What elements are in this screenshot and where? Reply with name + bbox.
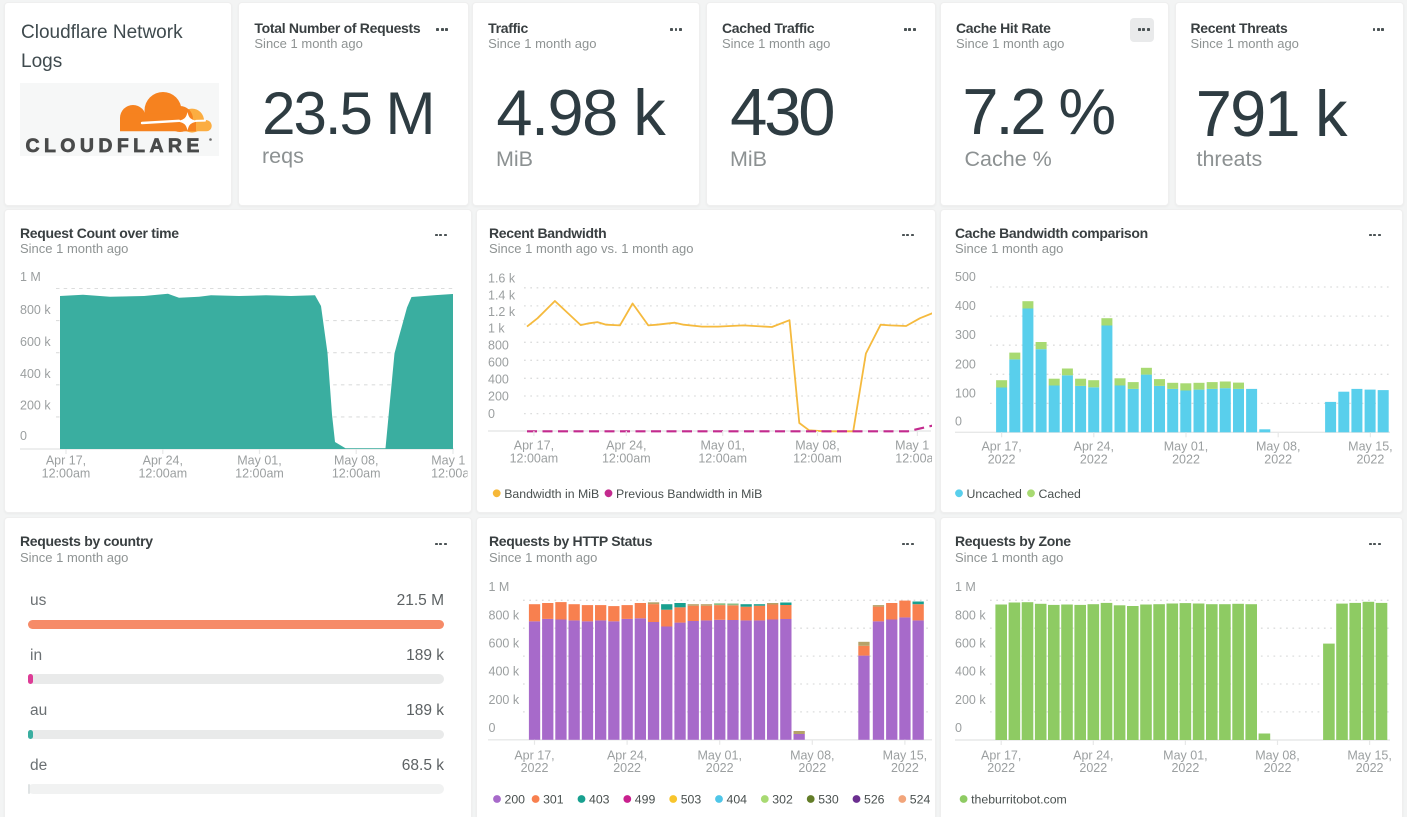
svg-text:526: 526	[864, 793, 885, 807]
svg-text:200 k: 200 k	[489, 693, 520, 707]
svg-text:Apr 24,: Apr 24,	[606, 439, 646, 453]
svg-text:May 01,: May 01,	[700, 439, 744, 453]
svg-text:12:00am: 12:00am	[138, 466, 187, 480]
svg-text:200 k: 200 k	[20, 399, 51, 413]
svg-text:Previous Bandwidth in MiB: Previous Bandwidth in MiB	[616, 487, 762, 501]
svg-text:2022: 2022	[1264, 761, 1292, 775]
svg-text:2022: 2022	[1080, 452, 1108, 466]
svg-text:600: 600	[488, 355, 509, 369]
svg-text:May 08,: May 08,	[790, 748, 834, 762]
svg-text:400 k: 400 k	[20, 367, 51, 381]
svg-text:2022: 2022	[521, 761, 549, 775]
svg-text:12:00a: 12:00a	[895, 451, 933, 465]
svg-text:Apr 24,: Apr 24,	[143, 454, 183, 468]
svg-text:12:00am: 12:00am	[42, 466, 91, 480]
svg-text:530: 530	[818, 793, 839, 807]
svg-text:200: 200	[955, 357, 976, 371]
svg-text:800: 800	[488, 339, 509, 353]
svg-text:800 k: 800 k	[955, 609, 986, 623]
svg-text:1 M: 1 M	[955, 580, 976, 594]
svg-text:600 k: 600 k	[20, 335, 51, 349]
svg-text:May 15,: May 15,	[883, 748, 927, 762]
svg-text:Apr 24,: Apr 24,	[1074, 440, 1114, 454]
svg-text:200: 200	[505, 793, 526, 807]
svg-text:403: 403	[589, 793, 610, 807]
svg-text:2022: 2022	[1172, 452, 1200, 466]
svg-text:2022: 2022	[988, 452, 1016, 466]
svg-text:400: 400	[955, 299, 976, 313]
svg-text:600 k: 600 k	[955, 637, 986, 651]
svg-text:1 k: 1 k	[488, 322, 505, 336]
svg-text:CLOUDFLARE: CLOUDFLARE	[26, 135, 204, 156]
svg-text:2022: 2022	[1171, 761, 1199, 775]
svg-text:Cached: Cached	[1039, 487, 1082, 501]
svg-text:0: 0	[955, 721, 962, 735]
svg-text:2022: 2022	[1264, 452, 1292, 466]
svg-text:800 k: 800 k	[20, 303, 51, 317]
svg-text:Uncached: Uncached	[967, 487, 1023, 501]
svg-text:400 k: 400 k	[955, 665, 986, 679]
svg-text:12:00a: 12:00a	[431, 466, 469, 480]
svg-text:302: 302	[772, 793, 793, 807]
svg-text:May 01,: May 01,	[1163, 748, 1207, 762]
svg-text:2022: 2022	[706, 761, 734, 775]
svg-text:400: 400	[488, 372, 509, 386]
svg-text:0: 0	[488, 407, 495, 421]
svg-text:200 k: 200 k	[955, 693, 986, 707]
svg-text:2022: 2022	[1356, 452, 1384, 466]
svg-text:524: 524	[910, 793, 931, 807]
svg-text:May 08,: May 08,	[795, 439, 839, 453]
svg-text:2022: 2022	[1356, 761, 1384, 775]
svg-text:Apr 17,: Apr 17,	[514, 748, 554, 762]
svg-text:May 01,: May 01,	[697, 748, 741, 762]
svg-text:800 k: 800 k	[489, 609, 520, 623]
svg-text:0: 0	[489, 721, 496, 735]
svg-text:theburritobot.com: theburritobot.com	[971, 793, 1067, 807]
svg-text:Apr 24,: Apr 24,	[607, 748, 647, 762]
svg-text:May 01,: May 01,	[1164, 440, 1208, 454]
svg-text:1.4 k: 1.4 k	[488, 288, 516, 302]
svg-text:301: 301	[543, 793, 564, 807]
svg-text:2022: 2022	[613, 761, 641, 775]
svg-text:May 1: May 1	[895, 439, 929, 453]
svg-text:May 01,: May 01,	[237, 454, 281, 468]
svg-text:600 k: 600 k	[489, 637, 520, 651]
svg-text:2022: 2022	[891, 761, 919, 775]
svg-text:Apr 17,: Apr 17,	[514, 439, 554, 453]
svg-text:12:00am: 12:00am	[235, 466, 284, 480]
svg-text:404: 404	[727, 793, 748, 807]
svg-text:300: 300	[955, 328, 976, 342]
svg-text:400 k: 400 k	[489, 665, 520, 679]
svg-text:1.2 k: 1.2 k	[488, 305, 516, 319]
svg-text:2022: 2022	[987, 761, 1015, 775]
svg-text:500: 500	[955, 270, 976, 284]
svg-text:May 15,: May 15,	[1347, 748, 1391, 762]
svg-text:May 08,: May 08,	[1256, 440, 1300, 454]
svg-text:Apr 24,: Apr 24,	[1073, 748, 1113, 762]
svg-text:2022: 2022	[1079, 761, 1107, 775]
svg-text:1 M: 1 M	[489, 580, 510, 594]
svg-text:May 08,: May 08,	[334, 454, 378, 468]
svg-text:May 15,: May 15,	[1348, 440, 1392, 454]
svg-text:2022: 2022	[798, 761, 826, 775]
svg-text:499: 499	[635, 793, 656, 807]
svg-text:Apr 17,: Apr 17,	[981, 748, 1021, 762]
svg-text:Apr 17,: Apr 17,	[981, 440, 1021, 454]
svg-text:100: 100	[955, 386, 976, 400]
svg-text:0: 0	[955, 415, 962, 429]
svg-text:200: 200	[488, 390, 509, 404]
svg-text:Apr 17,: Apr 17,	[46, 454, 86, 468]
svg-text:1 M: 1 M	[20, 270, 41, 284]
svg-text:May 08,: May 08,	[1255, 748, 1299, 762]
svg-text:1.6 k: 1.6 k	[488, 272, 516, 286]
svg-text:12:00am: 12:00am	[332, 466, 381, 480]
svg-text:12:00am: 12:00am	[793, 451, 842, 465]
svg-text:0: 0	[20, 429, 27, 443]
svg-text:12:00am: 12:00am	[698, 451, 747, 465]
svg-text:503: 503	[681, 793, 702, 807]
svg-text:12:00am: 12:00am	[602, 451, 651, 465]
svg-text:Bandwidth in MiB: Bandwidth in MiB	[504, 487, 599, 501]
svg-text:12:00am: 12:00am	[510, 451, 559, 465]
svg-text:May 1: May 1	[431, 454, 465, 468]
